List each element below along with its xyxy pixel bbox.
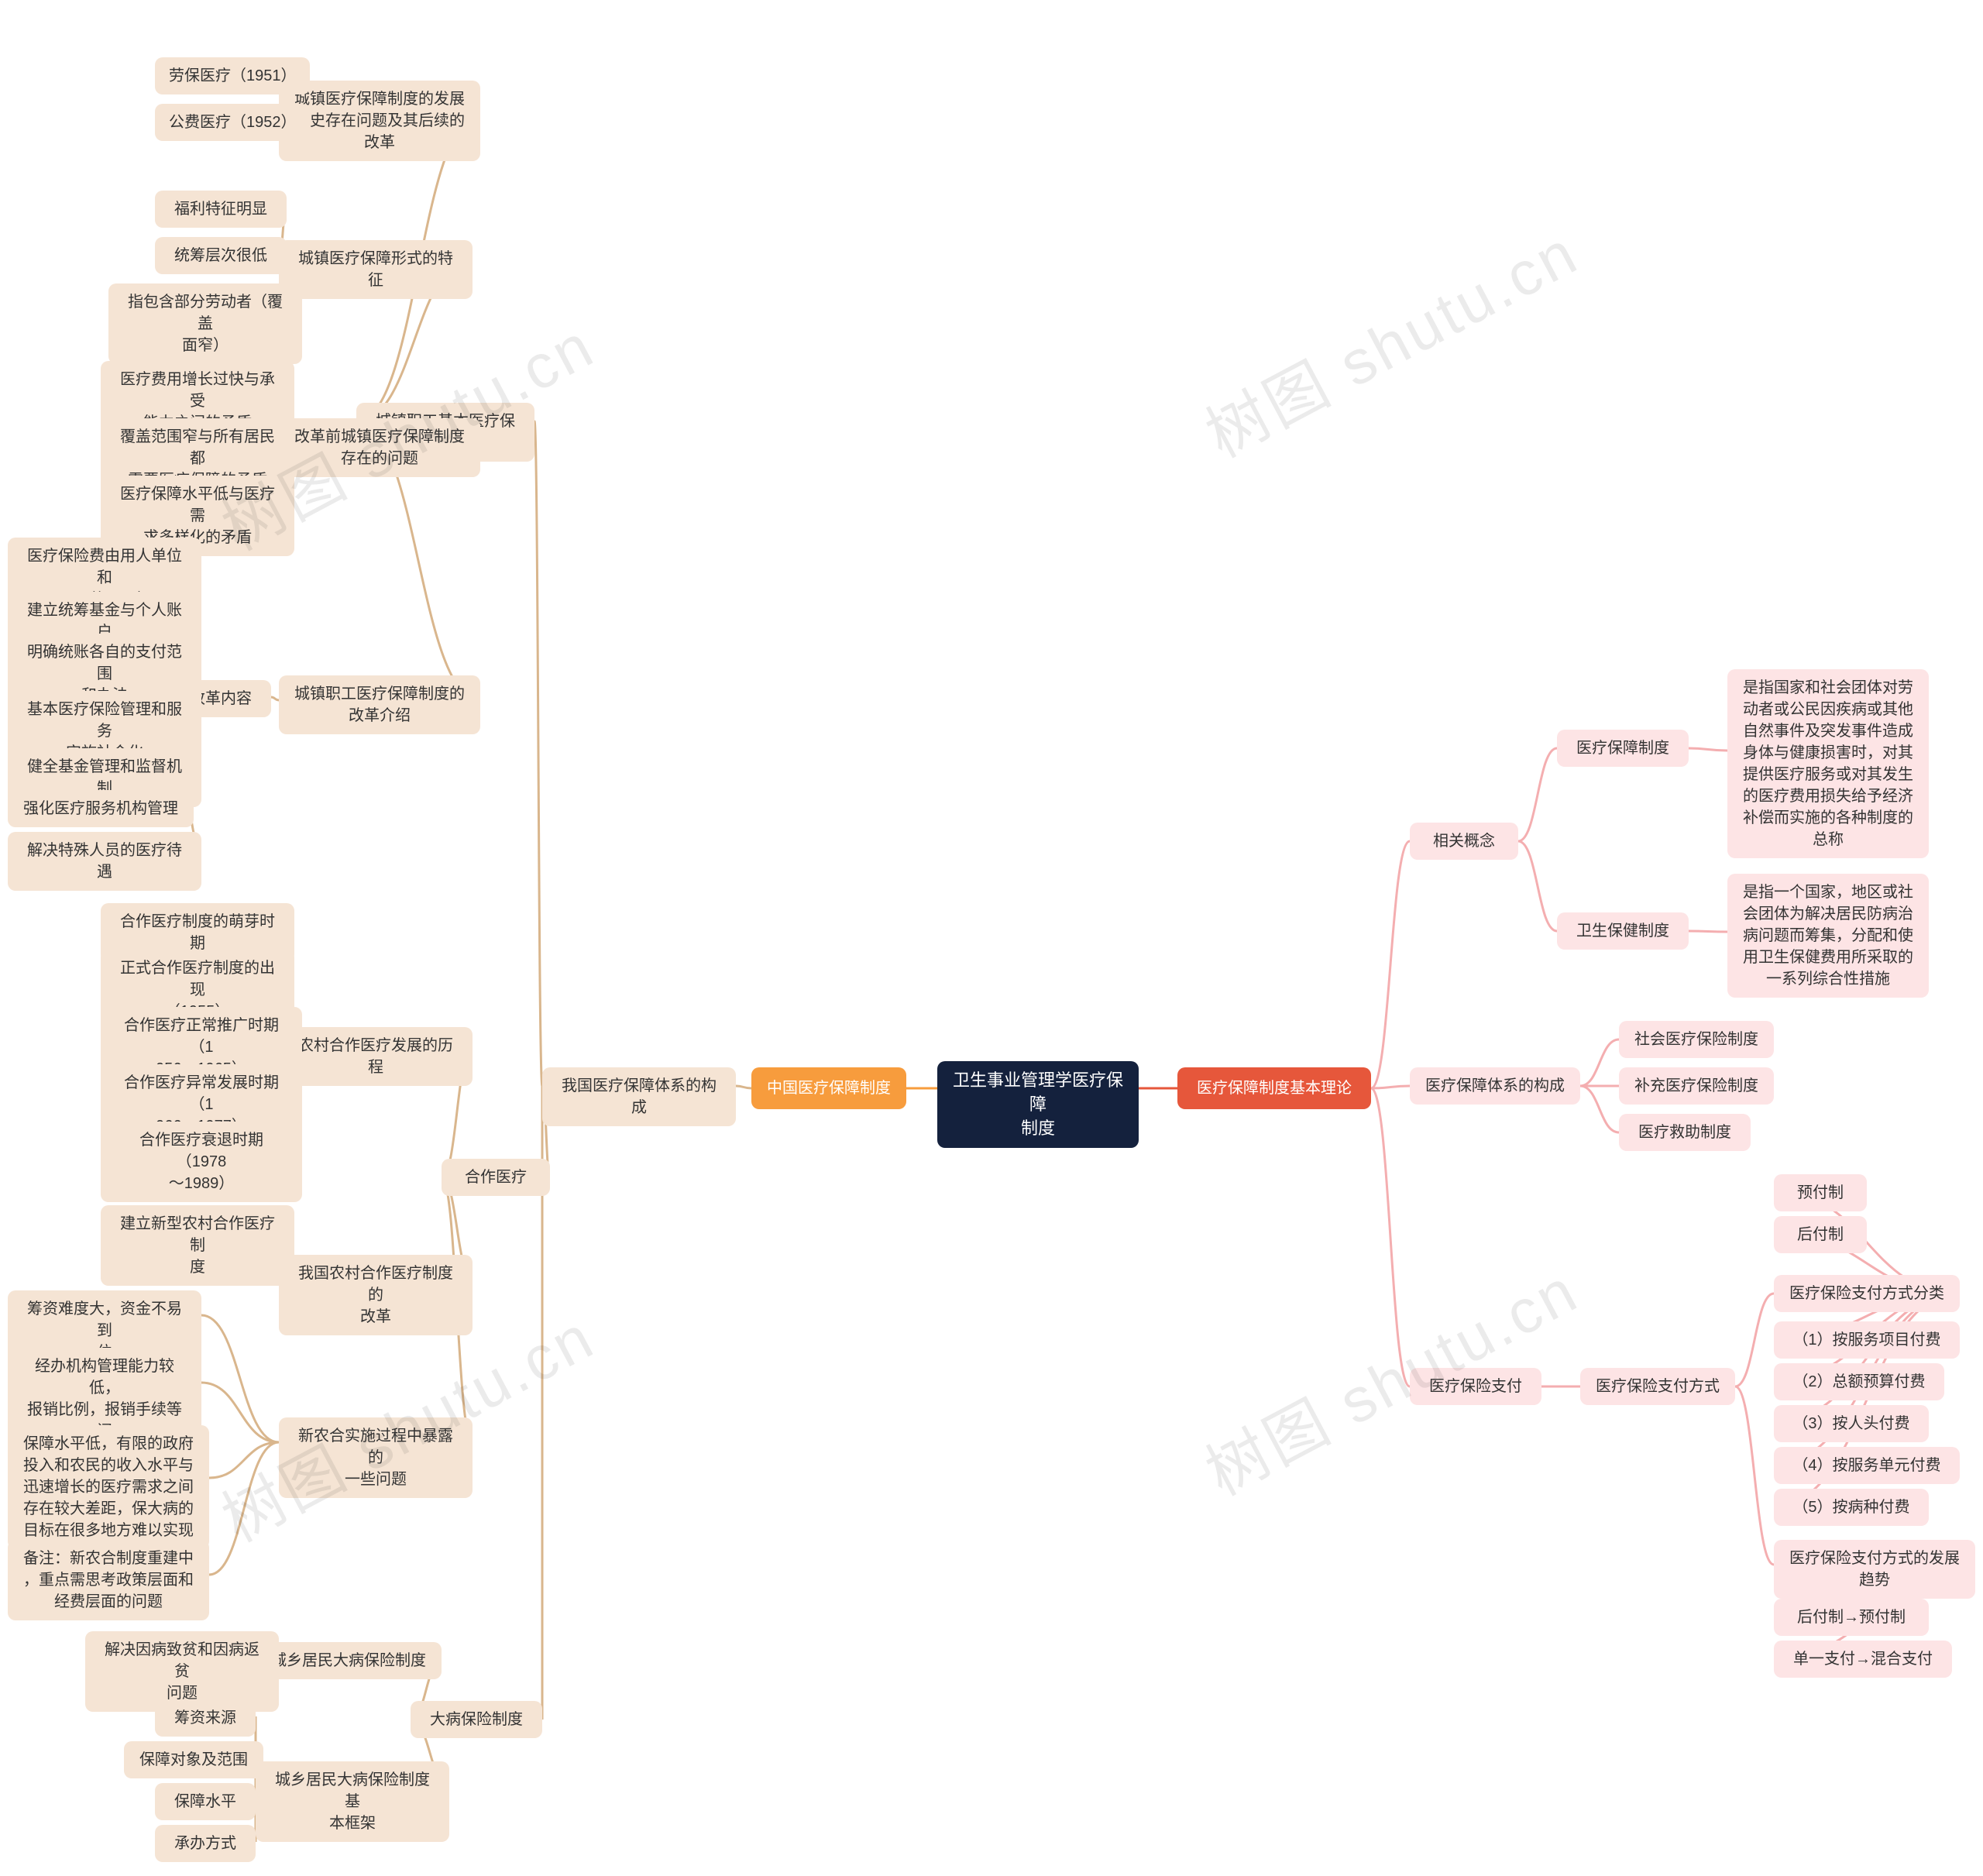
node-R5b1: 后付制→预付制 — [1774, 1599, 1929, 1636]
node-L4c: 新农合实施过程中暴露的一些问题 — [279, 1417, 473, 1498]
link-R2-R2a — [1518, 748, 1557, 841]
node-L4b1: 建立新型农村合作医疗制度 — [101, 1205, 294, 1286]
link-L3d-L3d0 — [271, 697, 279, 700]
link-R1-R4 — [1371, 1088, 1410, 1386]
node-root: 卫生事业管理学医疗保障制度 — [937, 1061, 1139, 1148]
node-R3c: 医疗救助制度 — [1619, 1114, 1751, 1151]
watermark: 树图 shutu.cn — [1188, 204, 1592, 476]
node-R5a6: （4）按服务单元付费 — [1774, 1447, 1960, 1484]
node-L3b1: 福利特征明显 — [155, 191, 287, 228]
node-R5a: 医疗保险支付方式分类 — [1774, 1275, 1960, 1312]
link-L4c-L4c3 — [209, 1442, 279, 1478]
node-L1: 中国医疗保障制度 — [751, 1067, 906, 1109]
node-L5a: 城乡居民大病保险制度 — [256, 1642, 442, 1679]
node-L4a: 农村合作医疗发展的历程 — [279, 1027, 473, 1086]
node-L5: 大病保险制度 — [411, 1701, 542, 1738]
node-L3a2: 公费医疗（1952） — [155, 104, 310, 141]
node-L5b4: 承办方式 — [155, 1825, 256, 1862]
link-L4c-L4c2 — [201, 1383, 279, 1442]
link-R5-R5a — [1735, 1294, 1774, 1386]
node-R3: 医疗保障体系的构成 — [1410, 1067, 1580, 1105]
node-L5b1: 筹资来源 — [155, 1699, 256, 1737]
link-R2b-R2b1 — [1689, 931, 1727, 932]
node-R2a: 医疗保障制度 — [1557, 730, 1689, 767]
link-L4c-L4c4 — [209, 1442, 279, 1575]
link-R2-R2b — [1518, 841, 1557, 931]
node-L4a5: 合作医疗衰退时期（1978～1989） — [101, 1122, 302, 1202]
node-L4b: 我国农村合作医疗制度的改革 — [279, 1255, 473, 1335]
node-L3b: 城镇医疗保障形式的特征 — [279, 240, 473, 299]
node-L5b: 城乡居民大病保险制度基本框架 — [256, 1761, 449, 1842]
node-R2b: 卫生保健制度 — [1557, 912, 1689, 950]
node-R3b: 补充医疗保险制度 — [1619, 1067, 1774, 1105]
node-L3a1: 劳保医疗（1951） — [155, 57, 310, 94]
link-R1-R2 — [1371, 841, 1410, 1088]
node-L4c4: 备注：新农合制度重建中，重点需思考政策层面和经费层面的问题 — [8, 1540, 209, 1620]
node-R4: 医疗保险支付 — [1410, 1368, 1541, 1405]
link-L1-L2 — [736, 1086, 751, 1088]
link-R3-R3a — [1580, 1039, 1619, 1086]
link-L4c-L4c1 — [201, 1315, 279, 1442]
node-L5b3: 保障水平 — [155, 1783, 256, 1820]
node-L2: 我国医疗保障体系的构成 — [542, 1067, 736, 1126]
node-R5a3: （1）按服务项目付费 — [1774, 1321, 1960, 1359]
link-R2a-R2a1 — [1689, 748, 1727, 751]
node-L3d: 城镇职工医疗保障制度的改革介绍 — [279, 675, 480, 734]
node-L3d6: 强化医疗服务机构管理 — [8, 790, 194, 827]
node-L3b2: 统筹层次很低 — [155, 237, 287, 274]
node-R5a4: （2）总额预算付费 — [1774, 1363, 1944, 1400]
node-L3b3: 指包含部分劳动者（覆盖面窄） — [108, 283, 302, 364]
node-R5a2: 后付制 — [1774, 1216, 1867, 1253]
link-R5-R5b — [1735, 1386, 1774, 1565]
node-L5b2: 保障对象及范围 — [124, 1741, 263, 1778]
node-L4: 合作医疗 — [442, 1159, 550, 1196]
link-R3-R3c — [1580, 1086, 1619, 1132]
node-R5a1: 预付制 — [1774, 1174, 1867, 1211]
node-R5b2: 单一支付→混合支付 — [1774, 1641, 1952, 1678]
node-R5b: 医疗保险支付方式的发展趋势 — [1774, 1540, 1975, 1599]
node-R5a5: （3）按人头付费 — [1774, 1405, 1929, 1442]
node-R2b1: 是指一个国家，地区或社会团体为解决居民防病治病问题而筹集，分配和使用卫生保健费用… — [1727, 874, 1929, 998]
node-L3d7: 解决特殊人员的医疗待遇 — [8, 832, 201, 891]
node-L4c3: 保障水平低，有限的政府投入和农民的收入水平与迅速增长的医疗需求之间存在较大差距，… — [8, 1425, 209, 1549]
node-R5: 医疗保险支付方式 — [1580, 1368, 1735, 1405]
node-R1: 医疗保障制度基本理论 — [1177, 1067, 1371, 1109]
node-R2a1: 是指国家和社会团体对劳动者或公民因疾病或其他自然事件及突发事件造成身体与健康损害… — [1727, 669, 1929, 858]
link-R1-R3 — [1371, 1086, 1410, 1088]
node-L3c: 改革前城镇医疗保障制度存在的问题 — [279, 418, 480, 477]
node-R2: 相关概念 — [1410, 823, 1518, 860]
link-L2-L3 — [534, 421, 542, 1086]
node-R3a: 社会医疗保险制度 — [1619, 1021, 1774, 1058]
node-R5a7: （5）按病种付费 — [1774, 1489, 1929, 1526]
